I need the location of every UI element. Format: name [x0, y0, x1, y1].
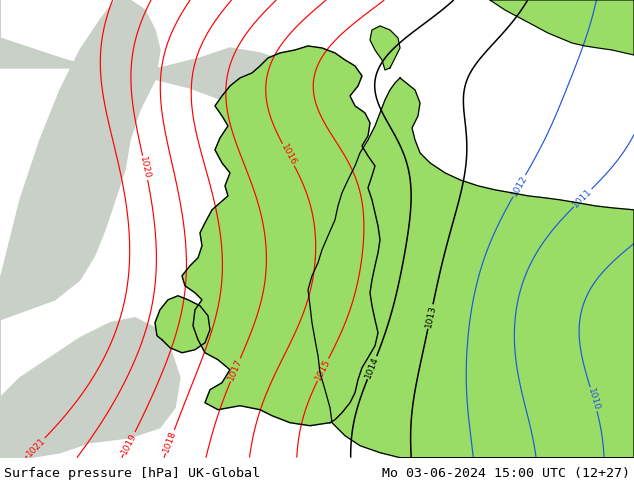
- Text: 1018: 1018: [162, 429, 178, 454]
- Text: 1011: 1011: [571, 187, 594, 209]
- Polygon shape: [490, 0, 634, 55]
- Polygon shape: [155, 296, 210, 353]
- Text: 1020: 1020: [138, 156, 152, 180]
- Text: 1013: 1013: [424, 304, 437, 329]
- Polygon shape: [0, 318, 180, 458]
- Text: 1021: 1021: [25, 436, 48, 458]
- Polygon shape: [182, 46, 380, 426]
- Polygon shape: [0, 0, 160, 458]
- Text: 1015: 1015: [314, 357, 332, 382]
- Text: 1016: 1016: [279, 143, 298, 167]
- Polygon shape: [375, 438, 634, 458]
- Text: 1014: 1014: [364, 355, 380, 380]
- Text: Mo 03-06-2024 15:00 UTC (12+27): Mo 03-06-2024 15:00 UTC (12+27): [382, 467, 630, 480]
- Polygon shape: [370, 26, 400, 70]
- Text: 1017: 1017: [227, 358, 244, 382]
- Text: 1019: 1019: [120, 431, 139, 455]
- Text: 1010: 1010: [586, 387, 601, 412]
- Text: Surface pressure [hPa] UK-Global: Surface pressure [hPa] UK-Global: [4, 467, 260, 480]
- Polygon shape: [308, 78, 634, 458]
- Polygon shape: [0, 0, 310, 108]
- Text: 1012: 1012: [510, 173, 529, 198]
